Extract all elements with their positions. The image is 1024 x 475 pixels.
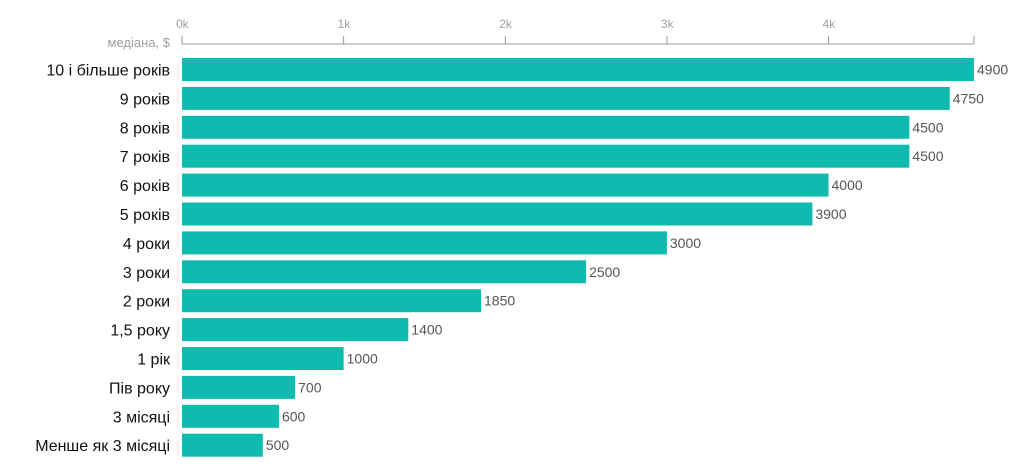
category-label: 1 рік (137, 352, 171, 369)
category-label: Пів року (109, 380, 170, 397)
category-label: 8 років (120, 120, 170, 137)
value-label: 600 (282, 408, 306, 424)
bar (182, 260, 587, 284)
category-label: 2 роки (123, 294, 170, 311)
category-label: 6 років (120, 178, 170, 195)
bar (182, 58, 974, 81)
value-label: 1400 (411, 322, 442, 338)
category-label: 1,5 року (110, 323, 170, 340)
x-tick-label: 0k (176, 17, 190, 31)
x-tick-label: 4k (823, 17, 837, 31)
x-tick-label: 2k (499, 17, 513, 31)
category-label: 9 років (120, 91, 170, 108)
value-label: 4000 (832, 177, 863, 193)
bar (182, 231, 667, 255)
value-label: 700 (298, 379, 322, 395)
bars: 10 і більше років 4900 9 років 4750 8 років 4… (35, 58, 1008, 457)
bar (182, 347, 344, 370)
bar (182, 318, 409, 342)
x-axis: 0k 1k 2k 3k 4k (176, 17, 975, 45)
value-label: 4900 (977, 62, 1008, 78)
value-label: 3900 (815, 206, 846, 222)
value-label: 500 (266, 437, 290, 453)
bar (182, 144, 910, 168)
bar (182, 289, 482, 313)
x-tick-label: 1k (338, 17, 352, 31)
x-tick-label: 3k (661, 17, 675, 31)
value-label: 4500 (912, 119, 943, 135)
bar (182, 375, 296, 399)
value-label: 1850 (484, 293, 515, 309)
bar (182, 202, 813, 226)
value-label: 1000 (347, 351, 378, 367)
category-label: 5 років (120, 207, 170, 224)
category-label: 3 місяці (113, 409, 170, 426)
value-label: 4500 (912, 148, 943, 164)
bar (182, 433, 263, 457)
category-label: Менше як 3 місяці (35, 438, 170, 455)
category-label: 7 років (120, 149, 170, 166)
category-label: 4 роки (123, 236, 170, 253)
bar (182, 404, 279, 428)
category-label: 10 і більше років (46, 63, 170, 80)
category-label: 3 роки (123, 265, 170, 282)
value-label: 4750 (953, 90, 984, 106)
bar (182, 173, 829, 197)
value-label: 2500 (589, 264, 620, 280)
value-label: 3000 (670, 235, 701, 251)
bar (182, 86, 950, 110)
bar (182, 115, 910, 139)
axis-title: медіана, $ (108, 35, 171, 50)
